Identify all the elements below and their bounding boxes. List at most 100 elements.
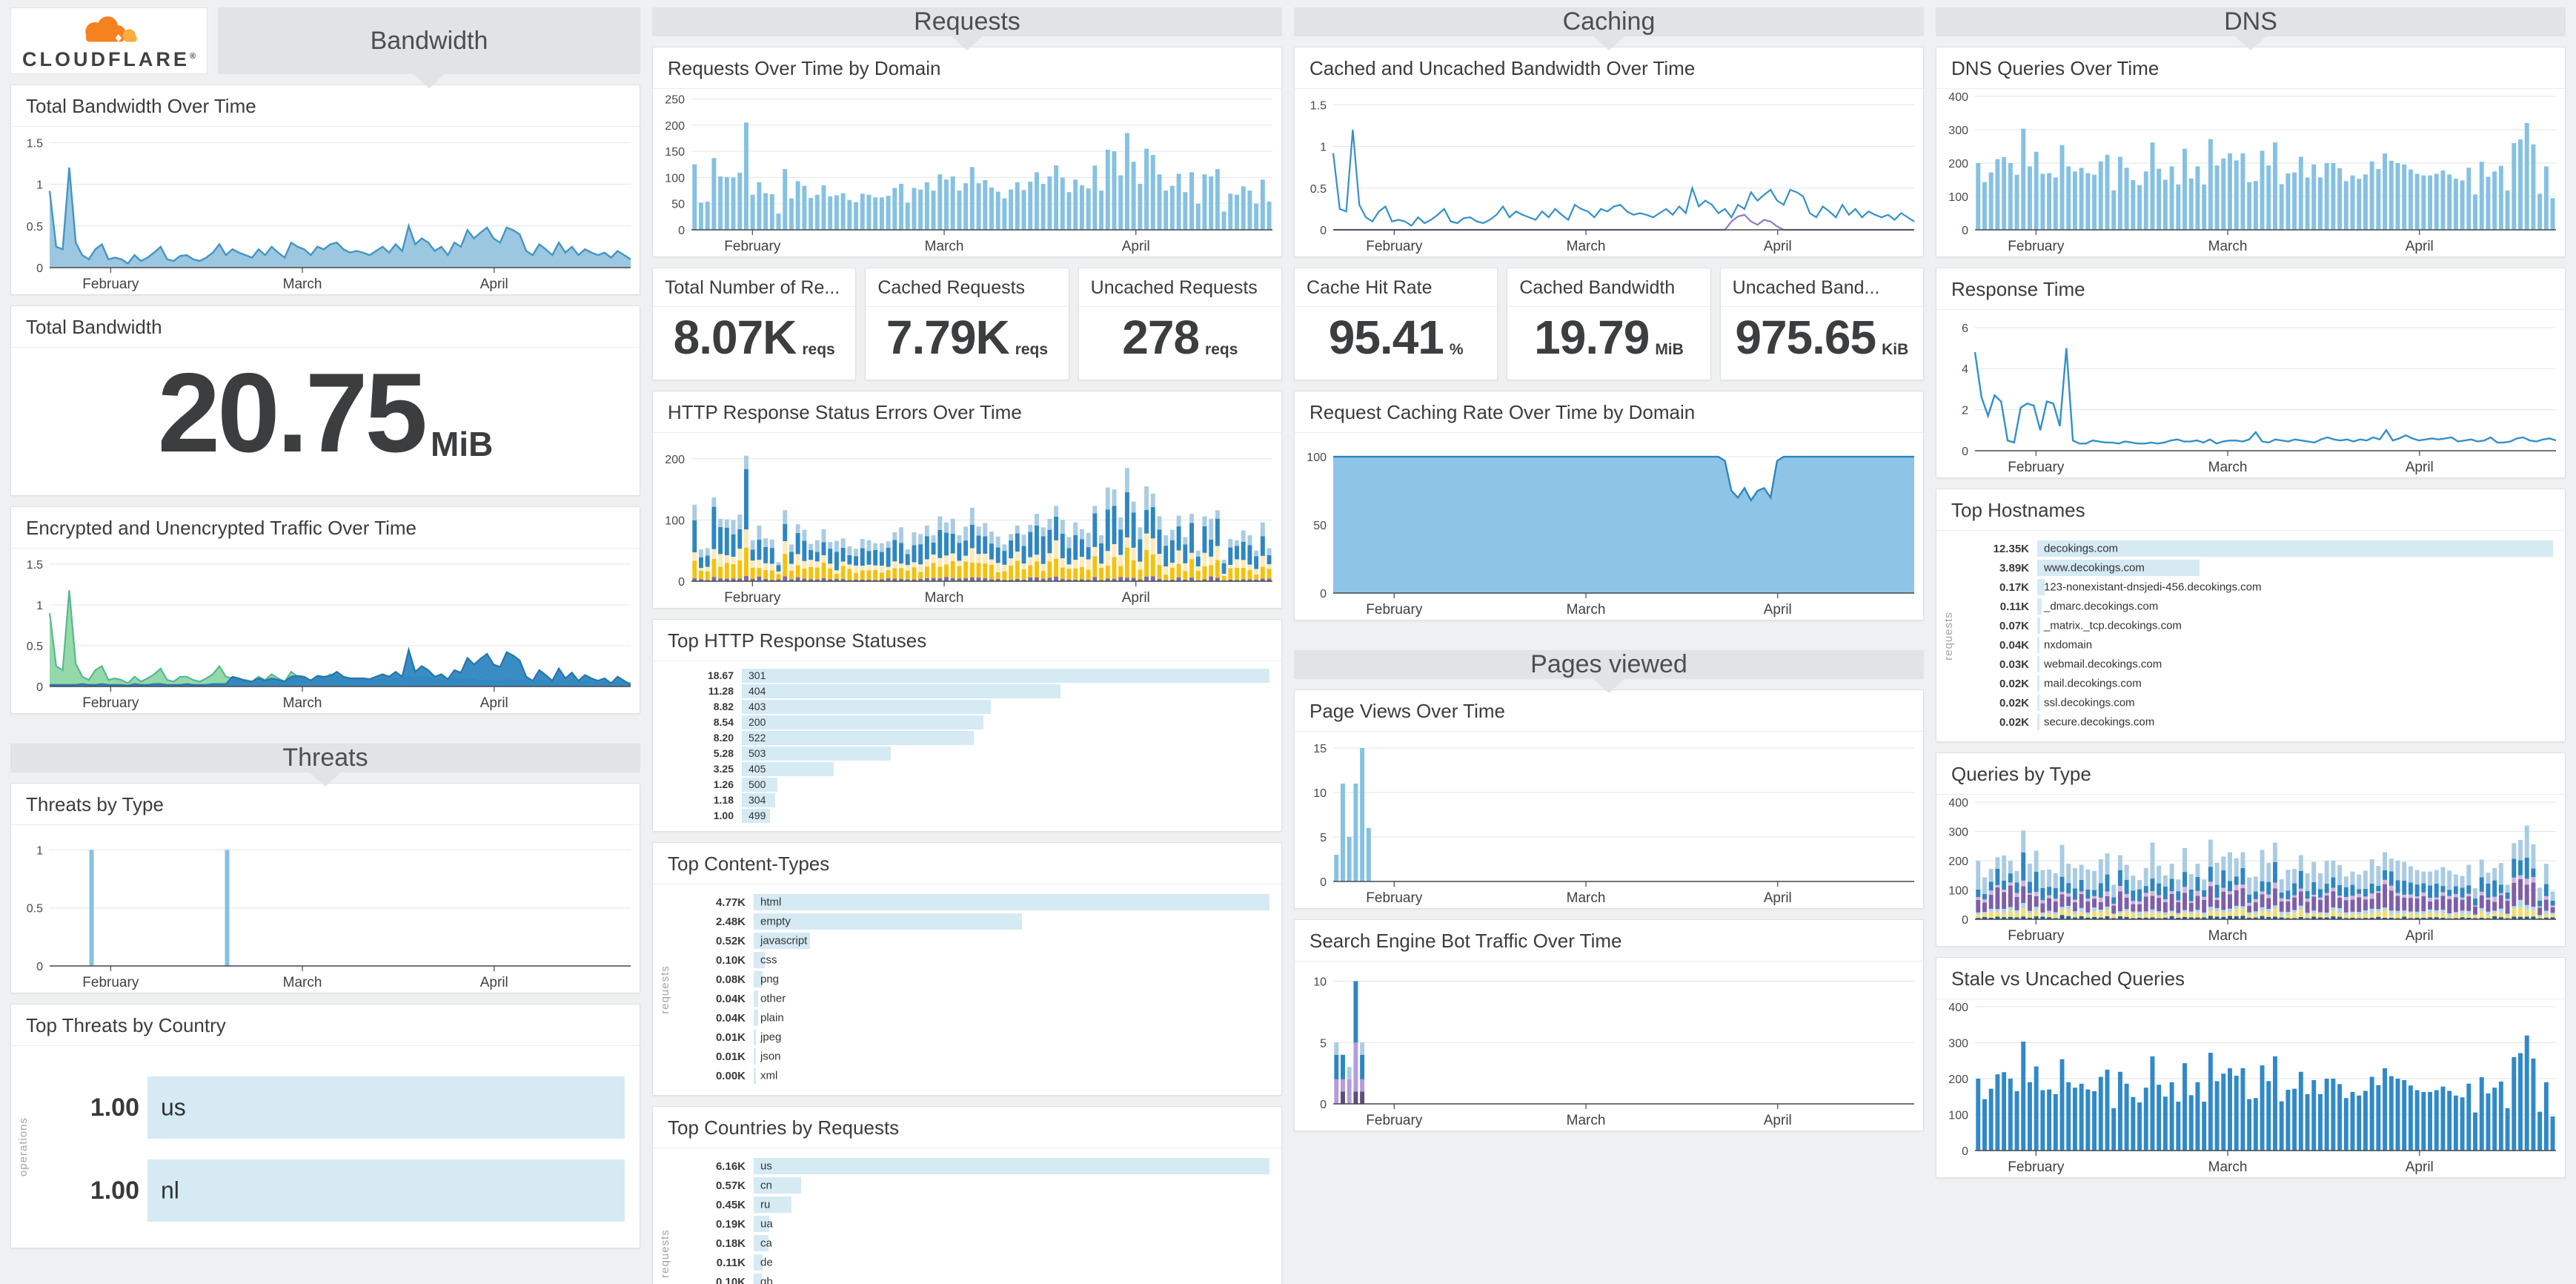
list-item-bar-track: 503 [742, 746, 1269, 761]
card-title: Queries by Type [1936, 753, 2565, 795]
stat-unit: MiB [1655, 341, 1684, 359]
top-threats-by-country-list[interactable]: 1.00 us 1.00 nl operations [11, 1046, 640, 1248]
list-item-bar [754, 1158, 1269, 1175]
list-item[interactable]: 11.28 404 [683, 684, 1269, 698]
top-http-statuses-list[interactable]: 18.67 301 11.28 404 8.82 403 8.54 200 8.20 522 5.2… [653, 661, 1281, 831]
list-item-value: 8.20 [713, 732, 734, 744]
svg-text:April: April [480, 695, 508, 711]
list-item-bar-track: secure.decokings.com [2037, 714, 2553, 730]
threats-by-type-chart[interactable]: 0 0.5 1 February March April [11, 825, 640, 993]
svg-text:March: March [2208, 928, 2248, 944]
total-bandwidth-over-time-chart[interactable]: 0 0.5 1 1.5 February March April [11, 127, 640, 294]
list-item[interactable]: 0.11K de [686, 1254, 1269, 1271]
cloudflare-logo: CLOUDFLARE® [10, 7, 208, 74]
list-item[interactable]: 0.07K _matrix._tcp.decokings.com [1969, 617, 2553, 635]
svg-text:4: 4 [1962, 363, 1968, 376]
list-item[interactable]: 0.02K mail.decokings.com [1969, 675, 2553, 692]
list-item[interactable]: 5.28 503 [683, 746, 1269, 761]
list-item[interactable]: 4.77K html [686, 893, 1269, 911]
list-item-bar [754, 913, 1022, 930]
bandwidth-column: CLOUDFLARE® Bandwidth Total Bandwidth Ov… [10, 7, 640, 1249]
card-title: Page Views Over Time [1295, 690, 1923, 732]
list-item-label: 522 [748, 732, 766, 744]
queries-by-type-chart[interactable]: 0 100 200 300 400 February March April [1936, 795, 2565, 946]
list-item[interactable]: 0.00K xml [686, 1067, 1269, 1085]
list-item[interactable]: 1.00 nl [53, 1153, 625, 1228]
requests-over-time-chart[interactable]: 0 50 100 150 200 250 February March April [653, 89, 1281, 257]
list-item[interactable]: 0.04K other [686, 990, 1269, 1007]
list-item[interactable]: 1.26 500 [683, 777, 1269, 792]
caching-rate-chart[interactable]: 0 50 100 February March April [1295, 433, 1923, 620]
list-item[interactable]: 12.35K decokings.com [1969, 540, 2553, 557]
svg-text:100: 100 [665, 515, 685, 528]
section-title: Requests [914, 7, 1020, 36]
list-item[interactable]: 0.11K _dmarc.decokings.com [1969, 598, 2553, 615]
list-item[interactable]: 1.00 us [53, 1070, 625, 1145]
svg-text:100: 100 [1948, 885, 1968, 898]
list-item[interactable]: 18.67 301 [683, 668, 1269, 683]
page-views-chart[interactable]: 0 5 10 15 February March April [1295, 732, 1923, 908]
list-item-bar [754, 1216, 770, 1233]
list-item[interactable]: 0.03K webmail.decokings.com [1969, 655, 2553, 673]
list-item[interactable]: 0.02K secure.decokings.com [1969, 713, 2553, 731]
encrypted-traffic-chart[interactable]: 0 0.5 1 1.5 February March April [11, 549, 640, 713]
list-item[interactable]: 0.01K jpeg [686, 1028, 1269, 1046]
cached-uncached-bandwidth-chart[interactable]: 0 0.5 1 1.5 February March April [1295, 89, 1923, 257]
list-item[interactable]: 0.19K ua [686, 1215, 1269, 1233]
svg-text:200: 200 [1948, 856, 1968, 868]
list-item-label: 500 [748, 778, 766, 791]
list-item-value: 2.48K [715, 915, 746, 928]
list-item[interactable]: 0.17K 123-nonexistant-dnsjedi-456.decokin… [1969, 578, 2553, 596]
http-errors-chart[interactable]: 0 100 200 February March April [653, 433, 1281, 608]
svg-text:300: 300 [1948, 1038, 1968, 1050]
list-item-value: 6.16K [715, 1159, 746, 1173]
card-title: Stale vs Uncached Queries [1936, 958, 2565, 999]
list-item[interactable]: 3.89K www.decokings.com [1969, 559, 2553, 577]
svg-text:February: February [82, 695, 139, 711]
bot-traffic-chart[interactable]: 0 5 10 February March April [1295, 962, 1923, 1131]
list-item[interactable]: 0.04K nxdomain [1969, 636, 2553, 654]
list-item-bar-track: png [754, 971, 1269, 988]
axis-unit-label: requests [659, 965, 671, 1015]
list-item[interactable]: 0.04K plain [686, 1009, 1269, 1027]
svg-text:6: 6 [1962, 322, 1968, 335]
list-item[interactable]: 0.57K cn [686, 1177, 1269, 1194]
top-countries-list[interactable]: 6.16K us 0.57K cn 0.45K ru 0.19K ua 0.18K ca 0.11K… [653, 1148, 1281, 1284]
list-item[interactable]: 2.48K empty [686, 913, 1269, 930]
response-time-chart[interactable]: 0 2 4 6 February March April [1936, 310, 2565, 477]
svg-text:0.5: 0.5 [27, 641, 43, 653]
list-item[interactable]: 8.54 200 [683, 715, 1269, 729]
list-item[interactable]: 8.20 522 [683, 730, 1269, 745]
list-item[interactable]: 0.18K ca [686, 1234, 1269, 1252]
list-item-bar [742, 761, 834, 776]
list-item-bar-track: us [147, 1076, 625, 1139]
svg-text:April: April [2406, 239, 2434, 254]
top-hostnames-list[interactable]: 12.35K decokings.com 3.89K www.decokings.co… [1936, 531, 2565, 741]
list-item[interactable]: 3.25 405 [683, 761, 1269, 776]
list-item[interactable]: 0.08K png [686, 970, 1269, 988]
list-item[interactable]: 0.10K gb [686, 1273, 1269, 1284]
list-item-value: 0.07K [1999, 619, 2029, 632]
stat-body: 20.75 MiB [11, 348, 640, 495]
stale-uncached-chart[interactable]: 0 100 200 300 400 February March April [1936, 999, 2565, 1177]
top-content-types-list[interactable]: 4.77K html 2.48K empty 0.52K javascript 0.10K c… [653, 884, 1281, 1095]
list-item[interactable]: 0.10K css [686, 951, 1269, 969]
dns-queries-chart[interactable]: 0 100 200 300 400 February March April [1936, 89, 2565, 257]
list-item-bar-track: de [754, 1254, 1269, 1271]
list-item-bar [742, 746, 892, 761]
list-item[interactable]: 1.00 499 [683, 808, 1269, 823]
svg-text:March: March [283, 975, 322, 990]
list-item[interactable]: 8.82 403 [683, 699, 1269, 714]
list-item[interactable]: 0.52K javascript [686, 932, 1269, 950]
list-item[interactable]: 6.16K us [686, 1157, 1269, 1175]
list-item-label: gb [760, 1275, 773, 1284]
list-item-label: webmail.decokings.com [2044, 658, 2162, 671]
card-title: Response Time [1936, 268, 2565, 310]
stat-card-uncached-bandwidth: Uncached Band... 975.65 KiB [1719, 268, 1924, 381]
svg-text:February: February [1366, 1113, 1423, 1128]
list-item[interactable]: 1.18 304 [683, 792, 1269, 807]
list-item[interactable]: 0.02K ssl.decokings.com [1969, 694, 2553, 712]
list-item[interactable]: 0.45K ru [686, 1196, 1269, 1214]
list-item-bar-track: gb [754, 1274, 1269, 1284]
list-item[interactable]: 0.01K json [686, 1048, 1269, 1065]
